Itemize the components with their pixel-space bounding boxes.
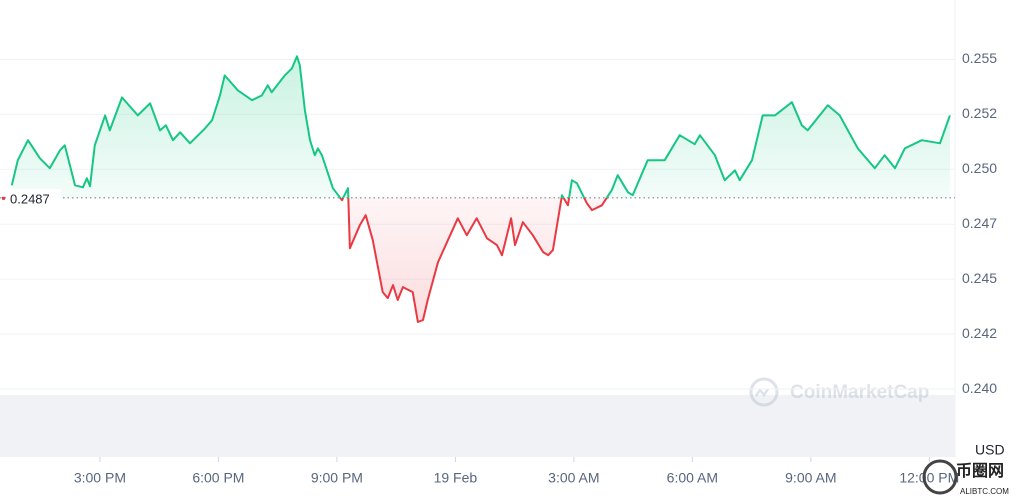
y-tick-label: 0.250 [962,160,997,176]
x-tick-label: 9:00 PM [311,470,363,486]
y-tick-label: 0.255 [962,50,997,66]
x-tick-label: 9:00 AM [785,470,836,486]
baseline-label: 0.2487 [10,191,50,206]
overlay-url: ALIBTC.COM [960,487,1009,496]
site-overlay: 币圈网 ALIBTC.COM [922,459,1009,496]
area-fill [11,56,950,323]
y-tick-label: 0.247 [962,215,997,231]
overlay-name: 币圈网 [956,462,1004,480]
watermark: CoinMarketCap [749,377,929,407]
baseline-marker [2,196,5,200]
x-tick-label: 19 Feb [434,470,478,486]
x-tick-label: 6:00 PM [192,470,244,486]
volume-area [0,395,955,457]
price-line [10,55,951,323]
y-tick-label: 0.240 [962,380,997,396]
watermark-text: CoinMarketCap [790,382,929,403]
x-tick-label: 12:00 PM [899,470,959,486]
x-tick-label: 3:00 AM [548,470,599,486]
x-tick-label: 6:00 AM [667,470,718,486]
y-tick-label: 0.242 [962,325,997,341]
y-tick-label: 0.245 [962,270,997,286]
baseline-label-bg [7,188,61,207]
y-unit: USD [975,442,1005,458]
x-tick-label: 3:00 PM [74,470,126,486]
y-tick-label: 0.252 [962,105,997,121]
